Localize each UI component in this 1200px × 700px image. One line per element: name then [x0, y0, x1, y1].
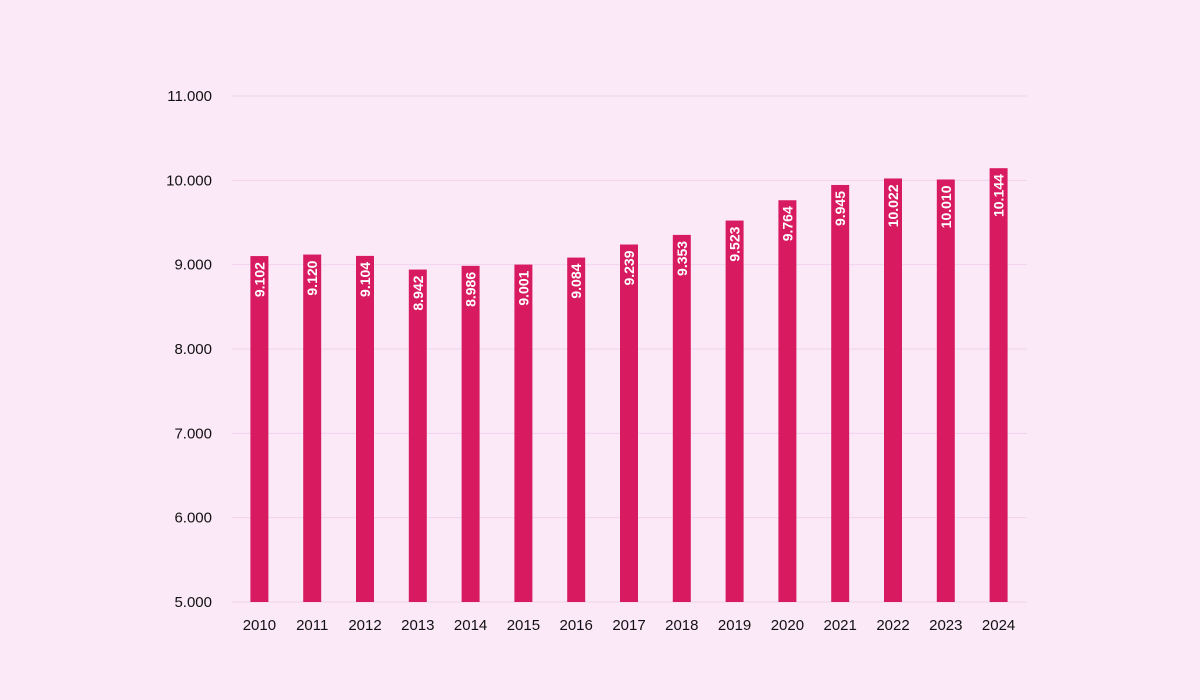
bar-value-label: 9.523	[727, 226, 743, 261]
x-tick-label: 2021	[824, 617, 857, 634]
x-tick-label: 2018	[665, 617, 698, 634]
bar-value-label: 8.986	[463, 272, 479, 307]
y-tick-label: 11.000	[167, 88, 212, 105]
x-tick-label: 2019	[718, 617, 751, 634]
bar-value-label: 9.120	[304, 260, 320, 295]
bar-value-label: 10.144	[991, 174, 1007, 217]
bar-2019	[725, 220, 744, 602]
x-tick-label: 2013	[401, 617, 434, 634]
x-tick-label: 2016	[560, 617, 593, 634]
bar-2022	[884, 178, 902, 602]
bar-2010	[250, 256, 269, 602]
bar-value-label: 9.001	[515, 270, 531, 305]
x-tick-label: 2010	[243, 617, 276, 634]
bar-2020	[778, 200, 797, 602]
x-tick-label: 2012	[348, 617, 381, 634]
bar-2016	[567, 257, 586, 602]
bar-value-label: 9.239	[621, 250, 637, 285]
bar-2024	[989, 168, 1008, 602]
bar-value-label: 10.010	[938, 185, 954, 228]
bar-value-label: 9.764	[779, 206, 795, 241]
bar-2018	[672, 234, 691, 602]
bar-2021	[831, 184, 850, 602]
bar-2017	[620, 244, 638, 603]
x-tick-label: 2015	[507, 617, 540, 634]
bar-value-label: 9.945	[832, 191, 848, 226]
bar-2014	[461, 265, 480, 602]
bar-value-label: 8.942	[410, 275, 426, 310]
bar-2013	[408, 269, 427, 602]
bar-value-label: 9.104	[357, 262, 373, 297]
bar-2011	[303, 254, 322, 602]
y-tick-label: 9.000	[174, 257, 212, 274]
x-tick-label: 2024	[982, 617, 1015, 634]
y-tick-label: 6.000	[174, 510, 212, 527]
y-tick-label: 8.000	[174, 341, 212, 358]
bar-value-label: 9.353	[674, 241, 690, 276]
y-tick-label: 7.000	[174, 425, 212, 442]
bar-2015	[514, 264, 533, 602]
x-tick-label: 2017	[612, 617, 645, 634]
x-axis: 2010 2011 2012 2013 2014 2015 2016 2017 2018 2019…	[243, 617, 1016, 634]
x-tick-label: 2022	[876, 617, 909, 634]
bar-value-label: 9.102	[251, 262, 267, 297]
bar-2012	[356, 255, 374, 602]
x-tick-label: 2011	[296, 617, 328, 634]
bar-2023	[936, 179, 955, 603]
x-tick-label: 2020	[771, 617, 804, 634]
bar-value-label: 9.084	[568, 263, 584, 298]
bar-value-label: 10.022	[885, 184, 901, 227]
x-tick-label: 2023	[929, 617, 962, 634]
x-tick-label: 2014	[454, 617, 487, 634]
y-axis: 5.000 6.000 7.000 8.000 9.000 10.000 11.000	[166, 88, 212, 611]
y-tick-label: 5.000	[174, 594, 212, 611]
bars: 9.102 9.120 9.104 8.942 8.986 9.001 9.084 9.239…	[250, 168, 1008, 603]
y-tick-label: 10.000	[166, 172, 212, 189]
